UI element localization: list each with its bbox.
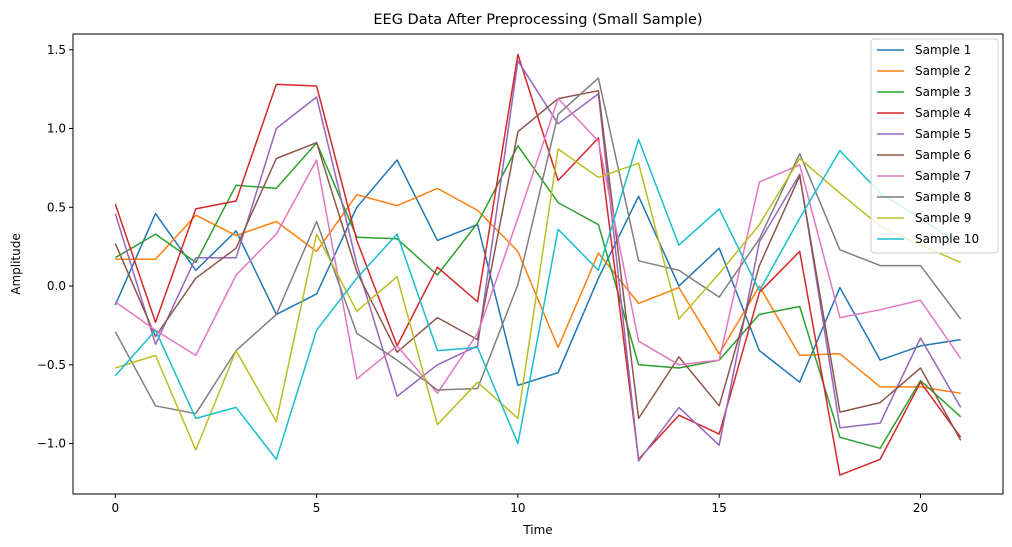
legend-entry-4: Sample 4 xyxy=(915,106,971,120)
x-axis: 0 5 10 15 20 xyxy=(111,494,928,515)
y-tick-label: 0.5 xyxy=(47,200,66,214)
series-line-10 xyxy=(114,138,962,461)
series-line-9 xyxy=(115,148,961,451)
legend: Sample 1 Sample 2 Sample 3 Sample 4 Sample 5… xyxy=(870,38,999,254)
y-tick-label: 0.0 xyxy=(47,279,66,293)
legend-entry-5: Sample 5 xyxy=(915,127,971,141)
series-line-2 xyxy=(115,187,961,394)
series-line-3 xyxy=(114,141,962,450)
y-axis-label: Amplitude xyxy=(9,233,23,295)
x-tick-label: 20 xyxy=(913,501,928,515)
series-line-7 xyxy=(114,97,962,394)
x-tick-label: 5 xyxy=(313,501,321,515)
legend-entry-8: Sample 8 xyxy=(915,190,971,204)
y-tick-label: 1.0 xyxy=(47,122,66,136)
legend-entry-7: Sample 7 xyxy=(915,169,971,183)
x-tick-label: 0 xyxy=(111,501,119,515)
series-line-6 xyxy=(114,89,962,441)
series-line-4 xyxy=(114,53,962,476)
y-axis: −1.0 −0.5 0.0 0.5 1.0 1.5 xyxy=(37,43,73,451)
plot-frame xyxy=(72,33,1004,495)
legend-entry-9: Sample 9 xyxy=(915,211,971,225)
plot-series xyxy=(114,53,962,476)
chart-title: EEG Data After Preprocessing (Small Samp… xyxy=(373,12,702,28)
x-tick-label: 10 xyxy=(510,501,525,515)
legend-entry-1: Sample 1 xyxy=(915,43,971,57)
series-line-8 xyxy=(114,77,962,415)
x-axis-label: Time xyxy=(522,523,552,537)
y-tick-label: 1.5 xyxy=(47,43,66,57)
legend-entry-2: Sample 2 xyxy=(915,64,971,78)
legend-entry-10: Sample 10 xyxy=(915,232,979,246)
legend-entry-6: Sample 6 xyxy=(915,148,971,162)
series-line-1 xyxy=(114,159,961,387)
y-tick-label: −1.0 xyxy=(37,437,66,451)
series-line-5 xyxy=(114,60,962,462)
y-tick-label: −0.5 xyxy=(37,358,66,372)
x-tick-label: 15 xyxy=(712,501,727,515)
legend-entry-3: Sample 3 xyxy=(915,85,971,99)
